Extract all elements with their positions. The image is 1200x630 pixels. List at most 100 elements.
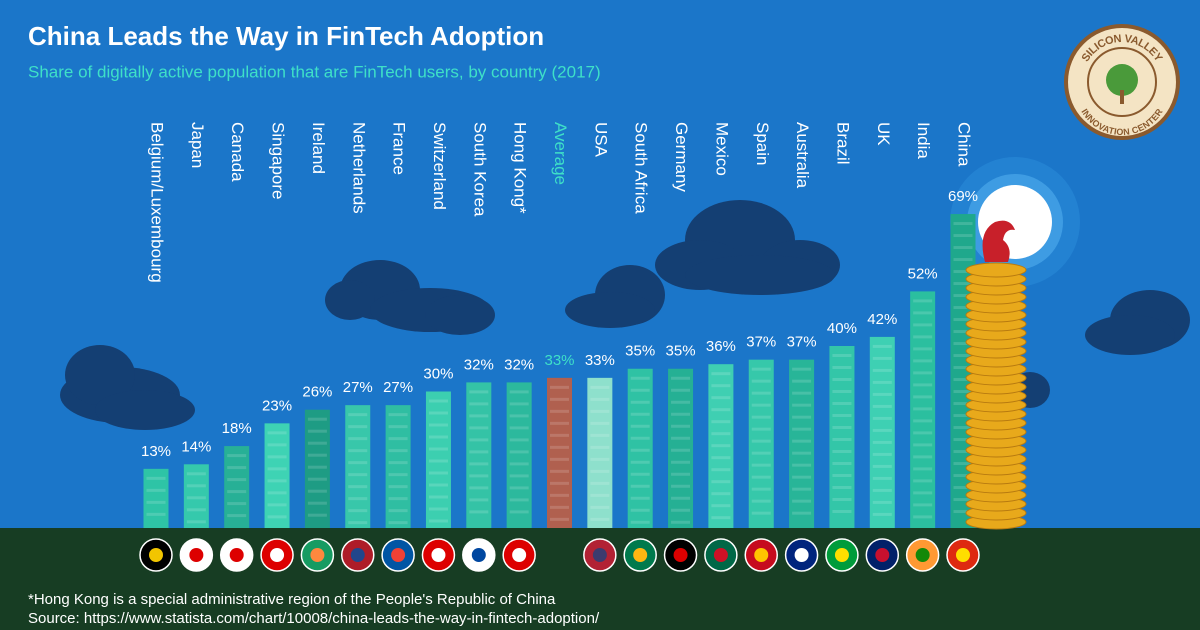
logo: SILICON VALLEY INNOVATION CENTER	[1064, 24, 1180, 140]
bar-window	[307, 417, 327, 421]
value-label: 13%	[141, 443, 171, 460]
bar-window	[671, 388, 691, 392]
bar-window	[428, 459, 448, 463]
bar-window	[953, 462, 973, 466]
bar-window	[509, 390, 529, 394]
bar-window	[550, 457, 569, 461]
bar-window	[751, 427, 771, 431]
bar-window	[509, 474, 529, 478]
bar-window	[469, 486, 489, 490]
bar-window	[428, 411, 448, 415]
bar-window	[550, 445, 569, 449]
bar-window	[267, 431, 287, 435]
bar-window	[711, 372, 731, 376]
bar-window	[913, 347, 933, 351]
bar-window	[590, 493, 610, 497]
bar-window	[832, 462, 852, 465]
bar-window	[711, 384, 731, 388]
bar-window	[751, 415, 771, 419]
bar-window	[630, 520, 650, 524]
bar-window	[348, 437, 368, 441]
value-label: 30%	[423, 365, 453, 382]
bar-window	[872, 440, 892, 444]
bar-window	[671, 436, 691, 440]
bar-window	[913, 371, 933, 375]
flag-detail	[834, 548, 849, 562]
bar-window	[792, 415, 812, 419]
flag-detail	[794, 548, 809, 562]
bar-window	[307, 501, 327, 505]
value-label: 35%	[666, 343, 696, 360]
bar-window	[146, 488, 166, 492]
bar-window	[469, 450, 489, 454]
bar-window	[388, 437, 408, 441]
coin-stack	[965, 220, 1027, 530]
bar-window	[307, 429, 327, 433]
category-label: Switzerland	[430, 122, 449, 210]
bar-window	[227, 454, 247, 458]
bar-window	[630, 400, 650, 404]
value-label: 14%	[181, 438, 211, 455]
bar-window	[227, 478, 247, 482]
bar-window	[428, 435, 448, 439]
bar-window	[751, 367, 771, 371]
bar-window	[428, 495, 448, 499]
bar	[224, 446, 250, 528]
bar-window	[630, 484, 650, 488]
flag-detail	[189, 548, 204, 562]
bar-window	[388, 497, 408, 501]
flag-detail	[270, 548, 285, 562]
bar-window	[388, 461, 408, 465]
bar-window	[590, 421, 610, 425]
bar	[789, 359, 815, 528]
bar-window	[872, 512, 892, 516]
bar-window	[509, 486, 529, 490]
bar-window	[832, 438, 852, 441]
flag-detail	[350, 548, 365, 562]
category-label: Japan	[188, 122, 207, 168]
bar-window	[227, 490, 247, 494]
bar-window	[792, 427, 812, 431]
flag-detail	[633, 548, 648, 562]
value-label: 33%	[585, 352, 615, 369]
category-label: Australia	[793, 122, 812, 189]
bar	[627, 368, 653, 528]
bar-window	[630, 496, 650, 500]
bar-window	[751, 463, 771, 467]
bar-window	[751, 451, 771, 455]
bar-window	[792, 451, 812, 455]
bar-window	[550, 493, 569, 497]
bar-window	[590, 433, 610, 437]
bar-window	[630, 472, 650, 476]
flag-detail	[431, 548, 446, 562]
bar-window	[509, 414, 529, 418]
bar-window	[630, 388, 650, 392]
bar-window	[186, 472, 206, 476]
bar-window	[832, 498, 852, 501]
bar-window	[550, 517, 569, 521]
bar-window	[146, 512, 166, 516]
bar	[385, 405, 411, 528]
bar-window	[913, 395, 933, 399]
value-label: 42%	[867, 311, 897, 328]
flag-detail	[875, 548, 890, 562]
bar-window	[267, 443, 287, 447]
bar-window	[913, 515, 933, 519]
bar	[869, 336, 895, 528]
bar-window	[550, 409, 569, 413]
bar-window	[307, 441, 327, 445]
bar-window	[872, 392, 892, 396]
bar-window	[913, 407, 933, 411]
flag-detail	[956, 548, 970, 562]
bar-window	[550, 397, 569, 401]
bar-window	[832, 354, 852, 357]
bar-window	[953, 402, 973, 406]
category-label: Ireland	[309, 122, 328, 174]
chart-subtitle: Share of digitally active population tha…	[28, 62, 601, 81]
bar-window	[348, 461, 368, 465]
bar-window	[550, 385, 569, 389]
bar-window	[428, 447, 448, 451]
bar-window	[751, 439, 771, 443]
bar-window	[792, 403, 812, 407]
bar-window	[832, 426, 852, 429]
